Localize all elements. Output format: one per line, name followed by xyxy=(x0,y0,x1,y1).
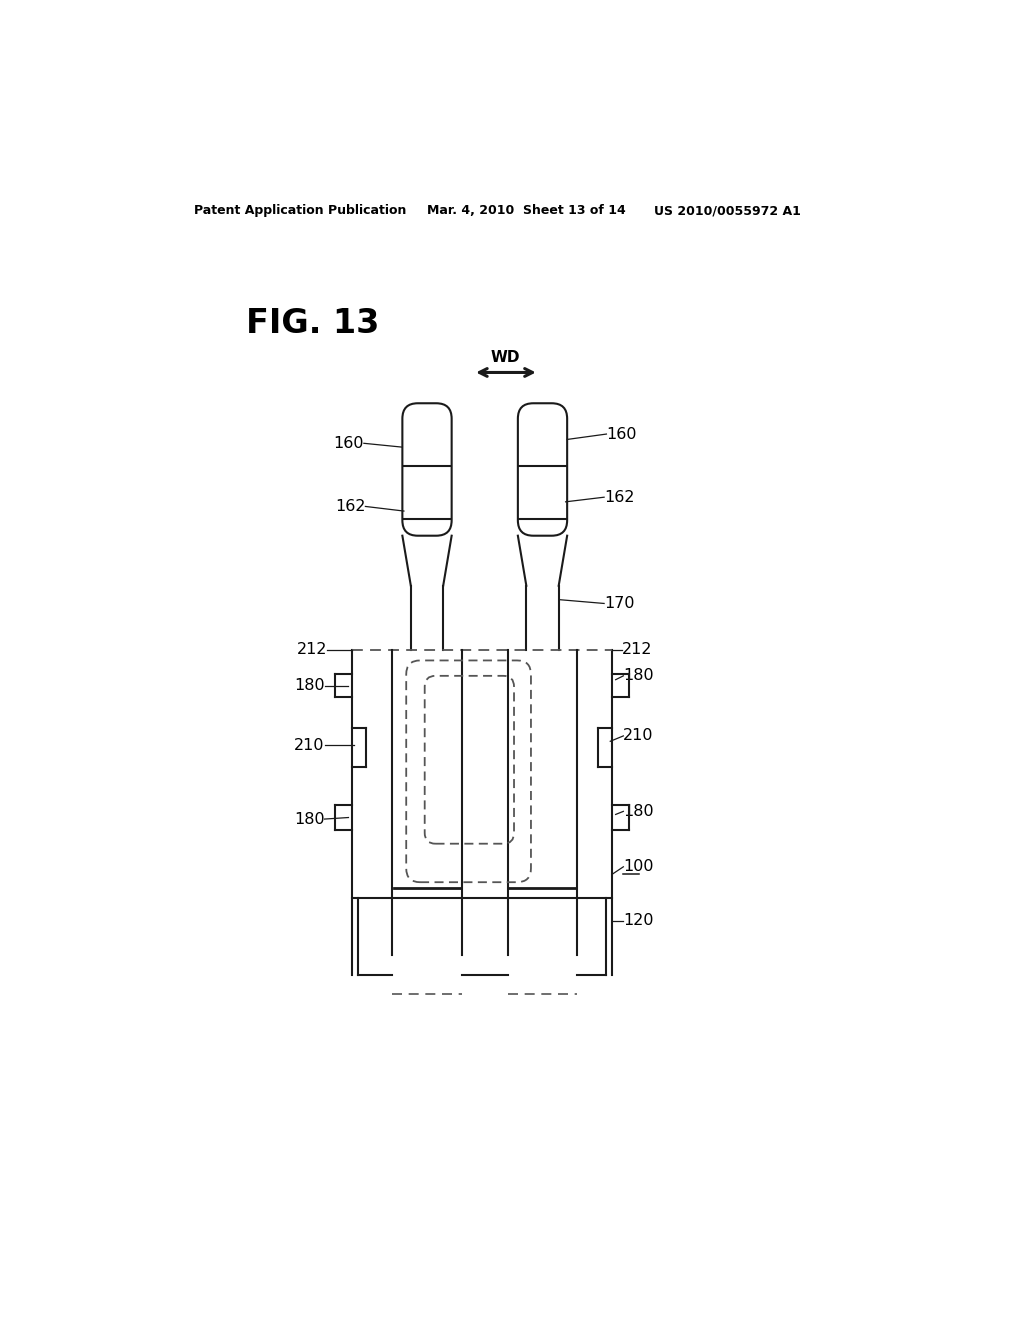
Text: WD: WD xyxy=(490,350,520,364)
Text: FIG. 13: FIG. 13 xyxy=(246,308,380,341)
Text: 162: 162 xyxy=(604,490,635,504)
Text: 180: 180 xyxy=(624,804,654,818)
Text: 160: 160 xyxy=(334,436,364,451)
Text: 180: 180 xyxy=(624,668,654,684)
Text: 120: 120 xyxy=(624,913,654,928)
FancyBboxPatch shape xyxy=(402,404,452,536)
Text: Mar. 4, 2010  Sheet 13 of 14: Mar. 4, 2010 Sheet 13 of 14 xyxy=(427,205,626,218)
Text: 180: 180 xyxy=(294,812,325,826)
Text: 212: 212 xyxy=(622,642,652,657)
Text: 170: 170 xyxy=(604,595,635,611)
Text: 210: 210 xyxy=(624,729,654,743)
Text: 162: 162 xyxy=(335,499,366,513)
Text: 180: 180 xyxy=(294,678,325,693)
Text: 210: 210 xyxy=(294,738,325,752)
Text: 212: 212 xyxy=(296,642,327,657)
Text: 160: 160 xyxy=(606,426,637,442)
Text: 100: 100 xyxy=(624,859,654,874)
FancyBboxPatch shape xyxy=(518,404,567,536)
Text: Patent Application Publication: Patent Application Publication xyxy=(194,205,407,218)
Text: US 2010/0055972 A1: US 2010/0055972 A1 xyxy=(654,205,801,218)
